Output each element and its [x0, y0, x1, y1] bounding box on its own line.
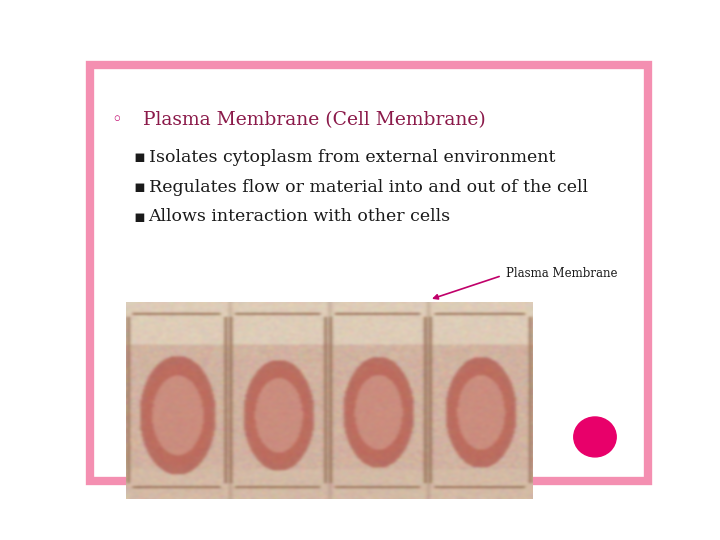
Text: ◦: ◦ [112, 111, 122, 129]
Text: Regulates flow or material into and out of the cell: Regulates flow or material into and out … [148, 179, 588, 195]
Text: ▪: ▪ [133, 148, 145, 166]
Ellipse shape [574, 417, 616, 457]
Text: ▪: ▪ [133, 208, 145, 226]
Text: Isolates cytoplasm from external environment: Isolates cytoplasm from external environ… [148, 148, 555, 166]
Text: Plasma Membrane (Cell Membrane): Plasma Membrane (Cell Membrane) [143, 111, 486, 129]
Text: Plasma Membrane: Plasma Membrane [505, 267, 617, 280]
Text: Allows interaction with other cells: Allows interaction with other cells [148, 208, 451, 226]
Text: © 2007 Thomson Higher Education: © 2007 Thomson Higher Education [189, 453, 325, 461]
Text: ▪: ▪ [133, 178, 145, 196]
